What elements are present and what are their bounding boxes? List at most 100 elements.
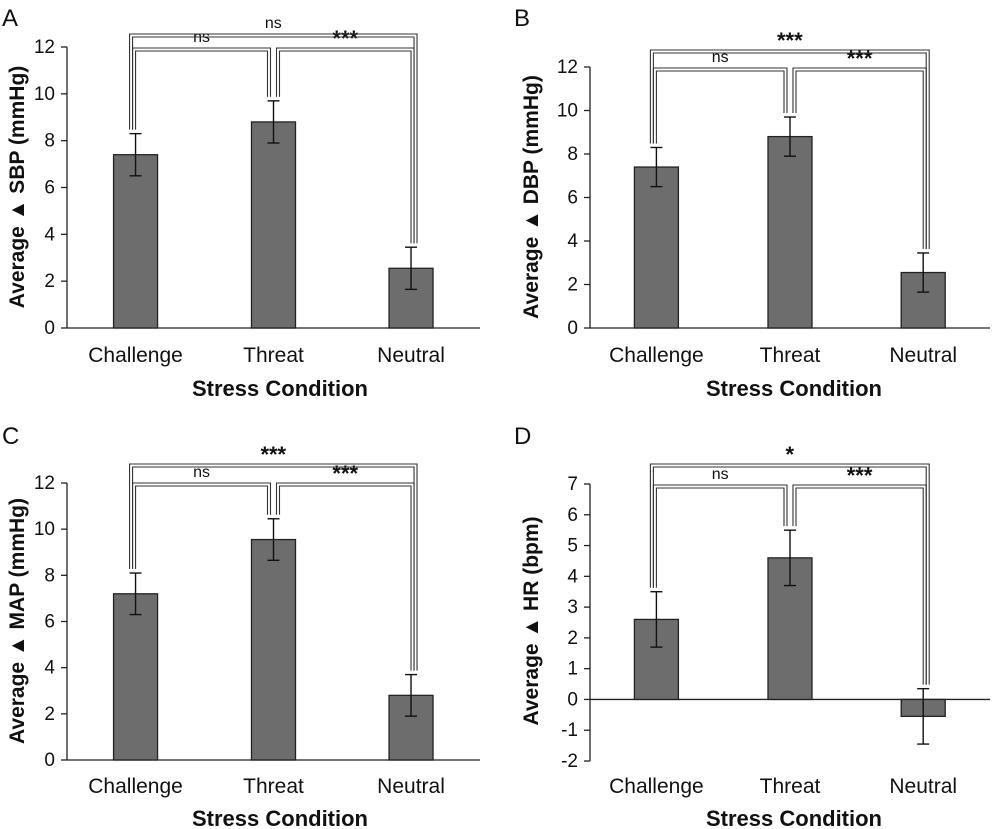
plot-area: 0 2 4 6 8 10 12 Challenge Threat Neutral ns *** *** bbox=[34, 442, 480, 798]
y-tick-label: 1 bbox=[567, 659, 578, 680]
x-axis-label: Stress Condition bbox=[706, 806, 882, 829]
category-label: Neutral bbox=[377, 775, 445, 798]
significance-bracket bbox=[129, 33, 418, 244]
panel-b: B Average ▲ DBP (mmHg) Stress Condition … bbox=[514, 5, 990, 401]
y-tick-label: 4 bbox=[44, 224, 55, 245]
y-tick-label: 6 bbox=[44, 178, 55, 199]
y-tick-label: 2 bbox=[44, 271, 55, 292]
bar bbox=[250, 121, 297, 329]
y-axis-label: Average ▲ HR (bpm) bbox=[520, 516, 543, 725]
y-tick-label: 12 bbox=[34, 473, 55, 494]
y-tick-label: 12 bbox=[34, 37, 55, 58]
y-tick-label: 4 bbox=[567, 566, 578, 587]
y-tick-label: 10 bbox=[34, 84, 55, 105]
y-tick-label: 10 bbox=[557, 101, 578, 122]
panel-letter: C bbox=[2, 423, 19, 450]
significance-bracket-inner bbox=[655, 487, 785, 588]
significance-bracket bbox=[649, 463, 930, 685]
significance-label: *** bbox=[777, 28, 803, 53]
significance-bracket-inner bbox=[278, 485, 412, 671]
y-axis-label: Average ▲ SBP (mmHg) bbox=[6, 66, 29, 309]
bar bbox=[250, 538, 297, 761]
y-tick-label: 8 bbox=[567, 144, 578, 165]
significance-bracket bbox=[132, 482, 272, 570]
significance-bracket-inner bbox=[135, 50, 269, 130]
significance-label: ns bbox=[193, 464, 210, 481]
y-tick-label: 4 bbox=[44, 658, 55, 679]
significance-bracket bbox=[132, 47, 272, 130]
y-axis-label: Average ▲ MAP (mmHg) bbox=[6, 498, 29, 744]
significance-bracket bbox=[792, 484, 927, 685]
category-label: Neutral bbox=[889, 775, 957, 798]
y-tick-label: 7 bbox=[567, 474, 578, 495]
y-tick-label: 8 bbox=[44, 565, 55, 586]
panel-letter: B bbox=[514, 5, 530, 32]
bar bbox=[112, 154, 159, 329]
significance-label: ns bbox=[265, 15, 282, 32]
y-tick-label: 6 bbox=[44, 612, 55, 633]
y-tick-label: 2 bbox=[567, 628, 578, 649]
significance-bracket bbox=[129, 463, 418, 671]
panel-letter: D bbox=[514, 423, 531, 450]
significance-bracket bbox=[792, 67, 927, 249]
y-tick-label: 6 bbox=[567, 188, 578, 209]
y-tick-label: 10 bbox=[34, 519, 55, 540]
significance-bracket-inner bbox=[278, 50, 412, 244]
significance-label: * bbox=[786, 442, 795, 467]
significance-bracket-inner bbox=[652, 52, 927, 249]
significance-bracket-inner bbox=[652, 466, 927, 685]
x-axis-label: Stress Condition bbox=[192, 376, 368, 401]
category-label: Neutral bbox=[377, 344, 445, 367]
category-label: Threat bbox=[243, 775, 304, 798]
y-tick-label: 6 bbox=[567, 505, 578, 526]
significance-label: *** bbox=[332, 26, 358, 51]
panel-a: A Average ▲ SBP (mmHg) Stress Condition … bbox=[2, 5, 480, 401]
y-tick-label: -2 bbox=[561, 751, 578, 772]
significance-bracket bbox=[649, 49, 930, 249]
y-tick-label: 0 bbox=[567, 318, 578, 339]
category-label: Threat bbox=[760, 775, 821, 798]
panel-letter: A bbox=[2, 5, 18, 32]
y-tick-label: 12 bbox=[557, 57, 578, 78]
category-label: Threat bbox=[243, 344, 304, 367]
bar bbox=[112, 593, 159, 761]
significance-bracket bbox=[652, 67, 788, 144]
significance-label: ns bbox=[712, 466, 729, 483]
significance-bracket bbox=[275, 47, 415, 244]
y-tick-label: 0 bbox=[567, 689, 578, 710]
category-label: Challenge bbox=[88, 344, 183, 367]
significance-label: ns bbox=[712, 49, 729, 66]
y-tick-label: 2 bbox=[567, 275, 578, 296]
significance-bracket-inner bbox=[795, 487, 924, 685]
y-tick-label: 0 bbox=[44, 318, 55, 339]
y-tick-label: 5 bbox=[567, 536, 578, 557]
bar bbox=[633, 166, 680, 329]
bar bbox=[633, 618, 680, 701]
y-tick-label: 0 bbox=[44, 750, 55, 771]
significance-bracket-inner bbox=[135, 485, 269, 570]
significance-bracket-inner bbox=[132, 466, 415, 671]
significance-bracket-inner bbox=[132, 36, 415, 244]
y-axis-label: Average ▲ DBP (mmHg) bbox=[520, 75, 543, 319]
panel-c: C Average ▲ MAP (mmHg) Stress Condition … bbox=[2, 423, 480, 829]
significance-bracket bbox=[652, 484, 788, 588]
x-axis-label: Stress Condition bbox=[706, 376, 882, 401]
category-label: Challenge bbox=[609, 775, 704, 798]
significance-label: *** bbox=[260, 442, 286, 467]
y-tick-label: 8 bbox=[44, 131, 55, 152]
y-tick-label: 2 bbox=[44, 704, 55, 725]
category-label: Challenge bbox=[88, 775, 183, 798]
panel-d: D Average ▲ HR (bpm) Stress Condition -2… bbox=[514, 423, 990, 829]
significance-bracket bbox=[275, 482, 415, 671]
category-label: Challenge bbox=[609, 344, 704, 367]
bar bbox=[767, 557, 813, 701]
bar bbox=[767, 135, 813, 329]
significance-bracket-inner bbox=[655, 70, 785, 144]
significance-bracket-inner bbox=[795, 70, 924, 249]
significance-label: *** bbox=[332, 461, 358, 486]
y-tick-label: -1 bbox=[561, 720, 578, 741]
